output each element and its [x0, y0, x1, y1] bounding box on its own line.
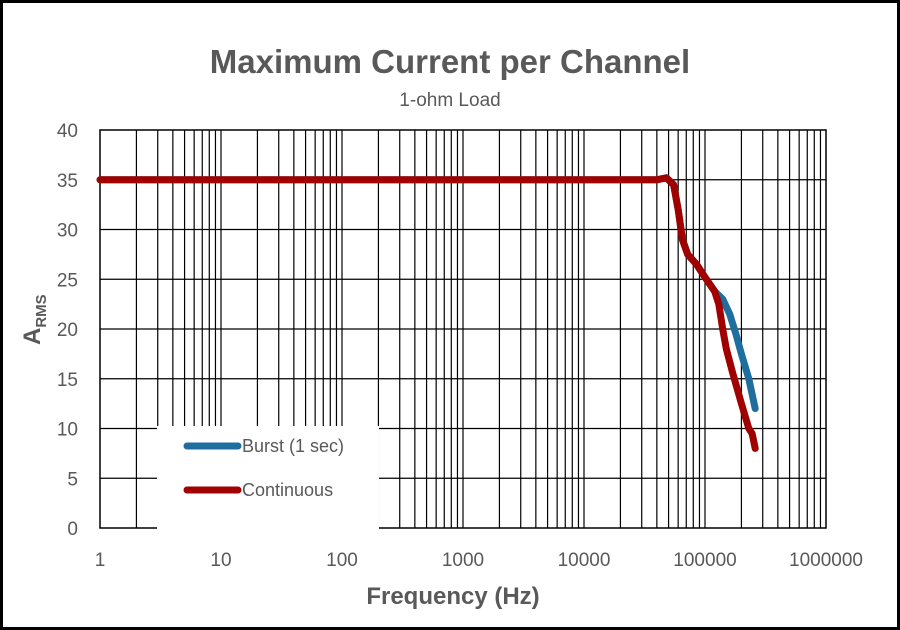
x-tick-label: 1000: [442, 550, 484, 571]
legend-label-0: Burst (1 sec): [242, 436, 344, 456]
y-tick-label: 15: [57, 370, 78, 391]
legend: Burst (1 sec) Continuous: [183, 436, 344, 500]
chart-title: Maximum Current per Channel: [210, 43, 690, 80]
y-tick-label: 5: [67, 469, 78, 490]
x-tick-label: 1000000: [789, 550, 863, 571]
x-axis-title: Frequency (Hz): [366, 583, 539, 610]
x-tick-label: 10: [210, 550, 231, 571]
x-tick-label: 1: [95, 550, 106, 571]
y-axis-title: ARMS: [19, 294, 50, 345]
x-tick-label: 10000: [558, 550, 611, 571]
y-axis-title-sub: RMS: [33, 294, 50, 327]
y-axis-title-main: A: [19, 328, 46, 345]
y-tick-label: 25: [57, 270, 78, 291]
y-tick-label: 0: [67, 519, 78, 540]
plot-border: [99, 129, 827, 529]
y-tick-labels: 0 5 10 15 20 25 30 35 40: [57, 121, 78, 540]
x-tick-label: 100: [326, 550, 358, 571]
y-tick-label: 10: [57, 420, 78, 441]
series-line-1: [96, 174, 759, 452]
legend-label-1: Continuous: [242, 480, 333, 500]
y-tick-label: 40: [57, 121, 78, 142]
series-lines: [96, 174, 759, 452]
y-tick-label: 30: [57, 221, 78, 242]
x-tick-labels: 1 10 100 1000 10000 100000 1000000: [95, 550, 863, 571]
y-tick-label: 20: [57, 320, 78, 341]
chart-subtitle: 1-ohm Load: [399, 90, 500, 111]
x-tick-label: 100000: [673, 550, 736, 571]
y-tick-label: 35: [57, 171, 78, 192]
